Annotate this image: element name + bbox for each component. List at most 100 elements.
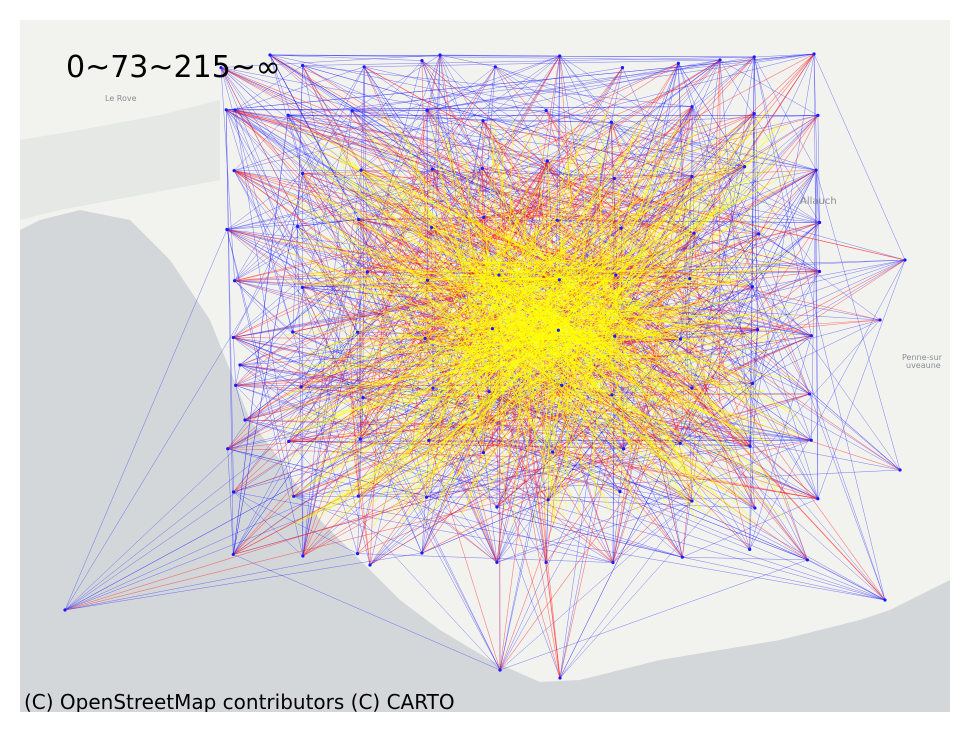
flow-edge-low xyxy=(220,67,432,228)
flow-edge-high xyxy=(313,150,551,362)
flow-edge-high xyxy=(617,314,750,395)
flow-edge-high xyxy=(422,359,558,478)
flow-edge-high xyxy=(560,317,639,390)
flow-edge-high xyxy=(282,376,563,421)
grid-node xyxy=(495,505,499,509)
flow-edge-high xyxy=(415,215,589,320)
flow-edge-mid xyxy=(713,313,808,561)
flow-edge-high xyxy=(610,276,638,407)
flow-edge-high xyxy=(476,277,615,348)
grid-node xyxy=(808,392,812,396)
grid-node xyxy=(300,285,305,289)
flow-edge-high xyxy=(619,121,780,343)
flow-edge-low xyxy=(691,106,820,272)
flow-edge-mid xyxy=(499,319,629,671)
flow-edge-high xyxy=(456,190,523,319)
flow-edge-mid xyxy=(64,415,685,611)
flow-edge-high xyxy=(414,282,577,512)
flow-edge-low xyxy=(357,553,613,563)
flow-edge-low xyxy=(439,54,560,57)
flow-edge-low xyxy=(269,54,303,174)
flow-edge-high xyxy=(469,212,623,283)
grid-node xyxy=(365,270,369,274)
flow-edge-low xyxy=(220,54,441,68)
flow-edge-high xyxy=(321,340,538,362)
flow-edge-low xyxy=(233,55,560,338)
flow-edge-mid xyxy=(349,391,371,566)
grid-node xyxy=(678,337,683,341)
flow-edge-low xyxy=(226,229,304,557)
grid-node xyxy=(299,385,303,389)
flow-edge-low xyxy=(360,66,496,171)
flow-edge-low xyxy=(234,55,560,171)
flow-edge-low xyxy=(358,397,364,497)
flow-edge-low xyxy=(559,500,693,679)
flow-edge-high xyxy=(379,238,512,371)
grid-node xyxy=(425,108,429,112)
flow-edge-high xyxy=(535,311,603,365)
flow-edge-low xyxy=(234,65,303,111)
flow-edge-high xyxy=(589,230,703,311)
flow-edge-high xyxy=(434,343,596,378)
flow-edge-high xyxy=(316,164,600,357)
flow-edge-high xyxy=(542,368,622,371)
grid-node xyxy=(690,174,694,179)
flow-edge-high xyxy=(434,298,530,362)
grid-node xyxy=(368,563,372,567)
flow-edge-high xyxy=(539,296,615,428)
flow-edge-low xyxy=(809,393,886,601)
flow-edge-high xyxy=(391,285,555,499)
flow-edge-high xyxy=(496,272,576,374)
grid-node xyxy=(551,450,555,454)
flow-edge-high xyxy=(481,266,496,268)
flow-edge-high xyxy=(485,212,591,267)
grid-node xyxy=(818,220,822,225)
flow-edge-low xyxy=(292,233,759,333)
flow-edge-mid xyxy=(720,169,817,223)
flow-edge-high xyxy=(384,211,610,354)
grid-node xyxy=(690,386,694,390)
flow-edge-mid xyxy=(234,170,679,282)
flow-edge-mid xyxy=(497,113,755,175)
flow-edge-high xyxy=(430,293,531,477)
flow-edge-mid xyxy=(611,280,642,395)
flow-edge-high xyxy=(596,218,778,379)
flow-edges xyxy=(64,53,906,679)
flow-edge-low xyxy=(614,178,906,261)
grid-node xyxy=(748,444,752,448)
flow-edge-mid xyxy=(621,227,679,244)
flow-edge-high xyxy=(328,339,507,350)
grid-node xyxy=(291,330,295,334)
grid-node xyxy=(680,555,684,559)
flow-edge-high xyxy=(361,171,523,280)
flow-edge-high xyxy=(470,350,553,440)
flow-edge-low xyxy=(293,496,886,601)
flow-edge-low xyxy=(302,110,353,174)
flow-edge-high xyxy=(518,249,753,361)
flow-edge-low xyxy=(269,54,755,58)
flow-edge-mid xyxy=(302,170,387,174)
flow-edge-high xyxy=(421,319,550,410)
flow-edge-high xyxy=(330,137,551,280)
flow-edge-low xyxy=(753,56,886,601)
grid-node xyxy=(497,273,501,277)
flow-edge-low xyxy=(817,259,906,499)
grid-node xyxy=(425,278,430,282)
flow-edge-high xyxy=(325,337,554,506)
flow-edge-high xyxy=(477,340,531,406)
flow-edge-low xyxy=(499,559,808,671)
map-canvas[interactable]: Le Rove Allauch Penne-sur uveaune 0~73~2… xyxy=(20,20,950,712)
flow-edge-high xyxy=(472,270,498,485)
flow-edge-low xyxy=(427,53,815,111)
flow-edge-high xyxy=(446,135,489,325)
flow-edge-low xyxy=(352,110,817,171)
flow-network-map xyxy=(20,20,950,712)
flow-edge-high xyxy=(600,283,798,419)
flow-edge-low xyxy=(815,170,819,499)
flow-edge-low xyxy=(292,331,358,554)
flow-edge-high xyxy=(441,267,579,435)
flow-edge-low xyxy=(749,259,906,550)
flow-edge-high xyxy=(544,134,636,323)
flow-edge-low xyxy=(293,445,750,497)
color-bin-legend: 0~73~215~∞ xyxy=(66,50,281,85)
